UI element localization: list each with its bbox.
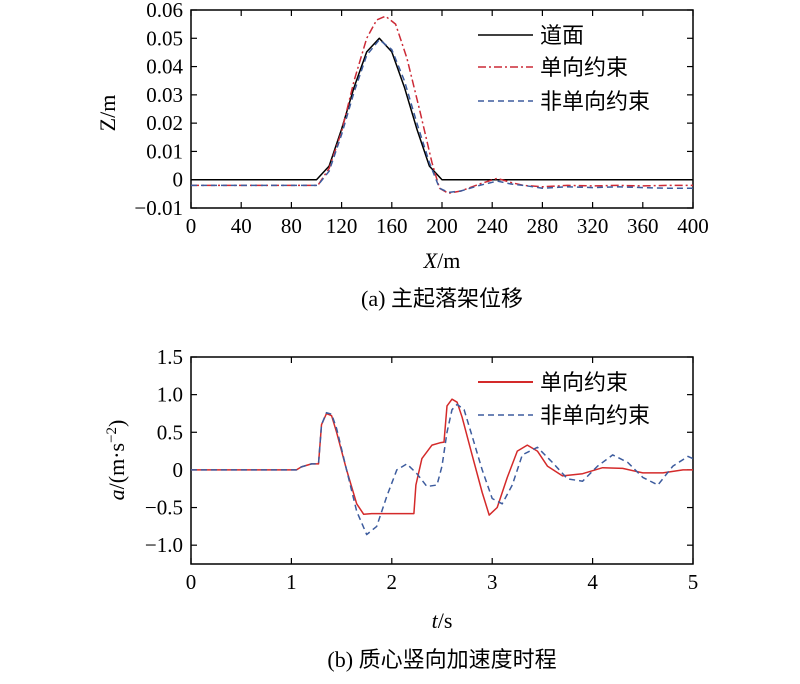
legend-b-label-1: 非单向约束 <box>540 403 650 428</box>
chart-b-x-tick-label: 4 <box>587 570 598 594</box>
chart-b-x-axis-label: t/s <box>432 608 453 633</box>
chart-b-y-tick-label: 1.0 <box>157 383 183 407</box>
chart-a-legend: 道面 单向约束 非单向约束 <box>478 23 650 114</box>
chart-b: 0 1 2 3 4 5 1.5 1.0 0.5 0 −0.5 −1.0 a/(m·s−2) t/s 单… <box>104 345 698 672</box>
chart-b-plot-frame <box>190 356 694 565</box>
chart-b-x-tick-label: 5 <box>688 570 699 594</box>
chart-b-x-tick-label: 0 <box>186 570 197 594</box>
chart-b-y-axis-label: a/(m·s−2) <box>104 420 129 501</box>
chart-b-series-line-1 <box>191 403 694 536</box>
chart-b-y-axis-unit: /(m·s <box>104 443 129 489</box>
chart-b-x-tick-label: 2 <box>387 570 398 594</box>
chart-a-x-tick-label: 80 <box>281 214 302 238</box>
chart-a-x-tick-label: 40 <box>231 214 252 238</box>
chart-b-y-tick-label: 0 <box>173 458 184 482</box>
chart-a-caption: (a) 主起落架位移 <box>361 286 523 311</box>
chart-a-x-tick-label: 160 <box>376 214 408 238</box>
chart-b-y-tick-label: −0.5 <box>145 496 183 520</box>
chart-a-x-axis-unit: /m <box>437 248 460 273</box>
chart-b-y-tick-label: 1.5 <box>157 345 183 369</box>
chart-a-y-tick-label: −0.01 <box>134 196 183 220</box>
legend-a-label-2: 非单向约束 <box>540 89 650 114</box>
chart-a-series-line-2 <box>191 38 693 194</box>
chart-a-x-tick-label: 320 <box>577 214 609 238</box>
chart-a-y-tick-label: 0.05 <box>146 26 183 50</box>
chart-b-caption: (b) 质心竖向加速度时程 <box>327 647 556 672</box>
chart-a-y-tick-label: 0.06 <box>146 0 183 22</box>
chart-a-x-tick-label: 280 <box>527 214 559 238</box>
chart-b-series-line-0 <box>191 398 693 516</box>
chart-a-y-tick-label: 0 <box>173 168 184 192</box>
chart-b-y-axis-unit-sup: −2 <box>104 427 120 443</box>
chart-b-x-tick-label: 3 <box>487 570 498 594</box>
chart-a-y-tick-label: 0.01 <box>146 139 183 163</box>
chart-a-y-tick-label: 0.04 <box>146 55 183 79</box>
legend-a-label-1: 单向约束 <box>540 55 628 80</box>
chart-b-y-axis-var: a <box>104 489 129 500</box>
chart-a-x-tick-label: 0 <box>186 214 197 238</box>
chart-b-x-axis-unit: /s <box>438 608 453 633</box>
chart-b-x-axis-var: t <box>432 608 439 633</box>
chart-a-x-tick-label: 400 <box>677 214 709 238</box>
legend-a-label-0: 道面 <box>540 23 584 48</box>
legend-b-label-0: 单向约束 <box>540 370 628 395</box>
chart-a-x-axis-label: X/m <box>423 248 461 273</box>
chart-a-x-axis-var: X <box>423 248 439 273</box>
chart-b-y-tick-label: 0.5 <box>157 420 183 444</box>
chart-a-x-tick-label: 200 <box>426 214 458 238</box>
chart-a-y-tick-label: 0.02 <box>146 111 183 135</box>
chart-b-y-tick-label: −1.0 <box>145 533 183 557</box>
chart-a-x-tick-label: 120 <box>326 214 358 238</box>
chart-b-legend: 单向约束 非单向约束 <box>478 370 650 428</box>
chart-a: 0 40 80 120 160 200 240 280 320 360 400 0.06 0.05 0.0… <box>95 0 709 311</box>
chart-a-x-tick-label: 240 <box>476 214 508 238</box>
chart-a-y-axis-label: Z/m <box>95 95 120 132</box>
chart-a-y-tick-label: 0.03 <box>146 83 183 107</box>
chart-b-y-axis-unit-close: ) <box>104 420 129 427</box>
chart-b-x-tick-label: 1 <box>286 570 297 594</box>
chart-a-x-tick-label: 360 <box>627 214 659 238</box>
